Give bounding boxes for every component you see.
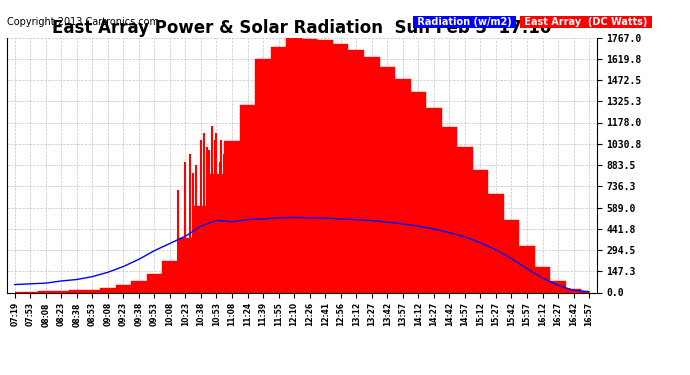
Text: Radiation (w/m2): Radiation (w/m2) bbox=[414, 17, 515, 27]
Text: East Array  (DC Watts): East Array (DC Watts) bbox=[521, 17, 651, 27]
Title: East Array Power & Solar Radiation  Sun Feb 3  17:10: East Array Power & Solar Radiation Sun F… bbox=[52, 20, 551, 38]
Text: Copyright 2013 Cartronics.com: Copyright 2013 Cartronics.com bbox=[7, 17, 159, 27]
